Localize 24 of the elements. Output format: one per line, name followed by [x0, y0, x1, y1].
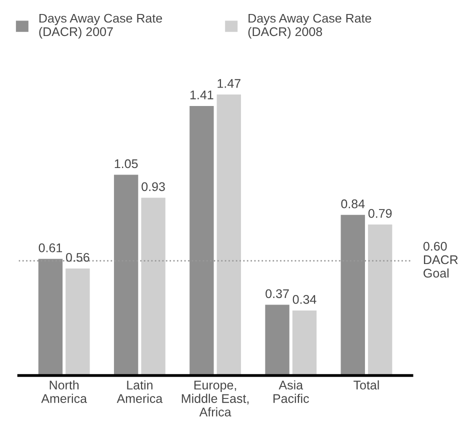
data-label: 0.61 [38, 243, 62, 252]
data-label: 0.34 [292, 295, 316, 304]
bar [216, 94, 241, 376]
x-tick-label: Latin America [116, 380, 163, 403]
legend-label: Days Away Case Rate (DACR) 2007 [39, 14, 162, 39]
data-label: 0.37 [266, 289, 289, 298]
bar [66, 268, 90, 376]
bar [368, 224, 392, 376]
x-tick-label: North America [41, 380, 87, 403]
data-label: 0.84 [341, 199, 365, 208]
bar [292, 310, 317, 376]
data-label: 1.47 [218, 79, 240, 88]
bar [141, 198, 166, 376]
data-label: 0.56 [66, 252, 90, 262]
data-label: 1.41 [190, 90, 214, 100]
ref-line-label: 0.60 DACR Goal [423, 242, 458, 278]
legend-label: Days Away Case Rate (DACR) 2008 [248, 14, 372, 39]
x-tick-label: Total [354, 380, 379, 390]
data-label: 0.93 [142, 182, 165, 192]
data-label: 1.05 [114, 159, 138, 168]
bar [265, 304, 290, 376]
x-tick-label: Asia Pacific [273, 380, 309, 403]
x-tick-label: Europe, Middle East, Africa [182, 380, 249, 416]
data-label: 0.79 [368, 208, 392, 218]
